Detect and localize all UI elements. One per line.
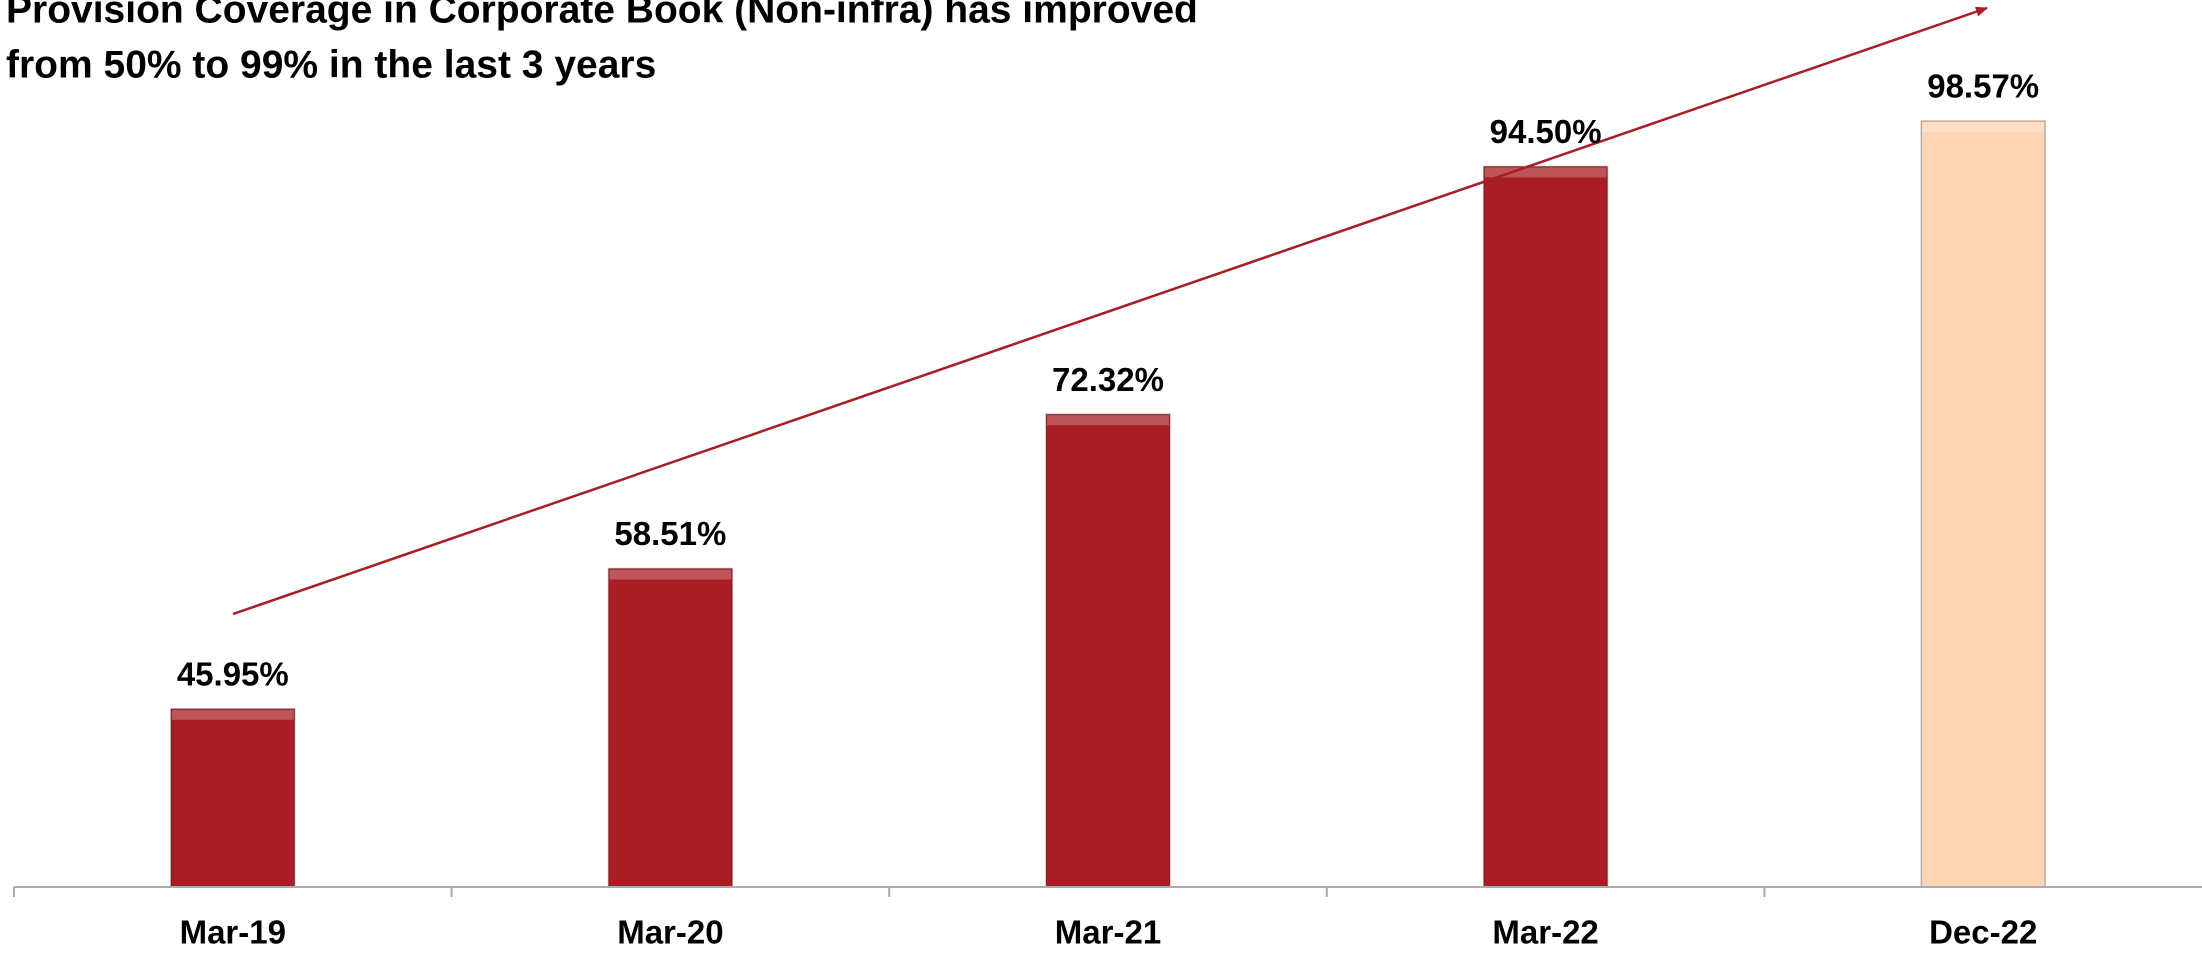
bar: [607, 567, 734, 888]
trend-arrow: [232, 6, 1988, 616]
x-tick-label: Mar-21: [1055, 914, 1161, 951]
bar-bevel: [171, 709, 294, 720]
value-label: 72.32%: [1052, 361, 1164, 398]
value-label: 58.51%: [614, 515, 726, 552]
x-tick-label: Mar-22: [1492, 914, 1598, 951]
x-tick-label: Mar-19: [180, 914, 286, 951]
chart-title: from 50% to 99% in the last 3 years: [6, 43, 656, 86]
bar-bevel: [609, 569, 732, 580]
bar: [170, 708, 296, 888]
bar-bevel: [1047, 415, 1169, 426]
x-tick-label: Dec-22: [1929, 914, 2037, 951]
bars: [170, 120, 2046, 888]
x-tick-label: Mar-20: [617, 914, 723, 951]
bar: [1920, 120, 2046, 888]
chart-title: Provision Coverage in Corporate Book (No…: [6, 0, 1198, 31]
bar: [1482, 165, 1609, 888]
value-label: 98.57%: [1927, 68, 2039, 105]
bar-bevel: [1484, 167, 1607, 178]
bar: [1045, 413, 1171, 888]
value-label: 94.50%: [1490, 113, 1602, 150]
value-label: 45.95%: [177, 656, 289, 693]
bar-bevel: [1922, 121, 2045, 132]
